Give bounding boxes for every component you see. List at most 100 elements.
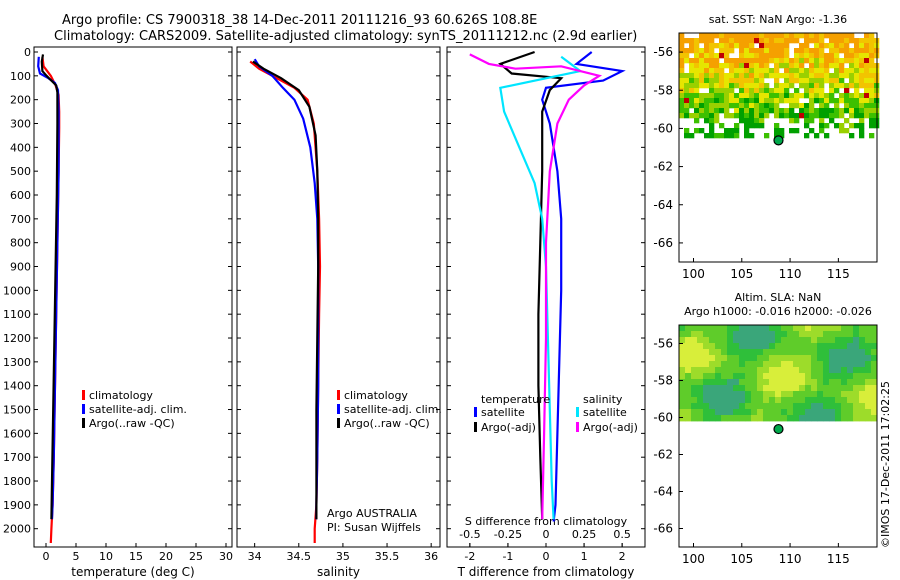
sst-cell (679, 58, 685, 64)
legend-swatch (576, 407, 579, 417)
sla-cell (847, 337, 854, 344)
sla-cell (787, 403, 794, 410)
sla-cell (733, 397, 740, 404)
sst-cell (809, 113, 815, 119)
sst-cell (784, 53, 790, 59)
sla-cell (721, 409, 728, 416)
x-tick-label: 36 (424, 550, 438, 563)
sst-cell (859, 38, 865, 44)
sst-cell (729, 68, 735, 74)
sst-cell (704, 48, 710, 54)
sst-cell (759, 58, 765, 64)
sst-cell (859, 108, 865, 114)
sst-cell (764, 108, 770, 114)
sst-cell (844, 38, 850, 44)
legend-label: climatology (89, 389, 153, 402)
x-tick-label: 110 (779, 267, 802, 281)
sla-cell (853, 379, 860, 386)
sla-cell (745, 379, 752, 386)
sst-cell (774, 38, 780, 44)
sst-cell (834, 108, 840, 114)
sst-cell (834, 48, 840, 54)
sst-cell (694, 98, 700, 104)
sst-cell (749, 43, 755, 49)
sla-cell (751, 379, 758, 386)
sst-cell (694, 68, 700, 74)
sst-cell (774, 93, 780, 99)
sst-cell (774, 123, 780, 129)
sst-cell (864, 83, 870, 89)
sst-cell (764, 103, 770, 109)
sla-cell (871, 355, 878, 362)
sla-cell (691, 397, 698, 404)
sst-cell (864, 88, 870, 94)
sla-cell (679, 361, 686, 368)
sla-cell (715, 349, 722, 356)
sla-cell (853, 325, 860, 332)
sst-cell (699, 63, 705, 69)
sst-cell (849, 38, 855, 44)
sst-cell (809, 58, 815, 64)
sst-cell (834, 43, 840, 49)
sla-cell (841, 343, 848, 350)
sst-cell (814, 133, 820, 139)
sst-cell (859, 43, 865, 49)
sst-cell (839, 48, 845, 54)
sst-cell (709, 98, 715, 104)
sla-cell (829, 337, 836, 344)
sla-cell (697, 325, 704, 332)
sla-cell (847, 361, 854, 368)
sst-cell (869, 48, 875, 54)
sst-cell (839, 93, 845, 99)
sst-cell (704, 63, 710, 69)
y-tick-label: 0 (24, 46, 31, 59)
y-tick-label: 400 (10, 141, 31, 154)
sst-cell (859, 68, 865, 74)
sst-cell (679, 108, 685, 114)
sst-cell (684, 53, 690, 59)
sst-cell (719, 123, 725, 129)
sst-cell (734, 128, 740, 134)
sla-cell (679, 385, 686, 392)
sst-cell (724, 113, 730, 119)
sst-cell (829, 48, 835, 54)
sla-cell (745, 331, 752, 338)
sla-cell (823, 409, 830, 416)
sla-cell (721, 379, 728, 386)
sla-cell (727, 325, 734, 332)
sla-cell (679, 409, 686, 416)
sst-cell (849, 58, 855, 64)
sla-cell (811, 391, 818, 398)
sst-cell (819, 83, 825, 89)
sst-cell (824, 33, 830, 39)
sst-cell (679, 113, 685, 119)
sst-cell (789, 83, 795, 89)
sla-cell (769, 361, 776, 368)
sla-cell (853, 385, 860, 392)
y-tick-label: -66 (653, 522, 673, 536)
sst-cell (694, 43, 700, 49)
sst-cell (784, 98, 790, 104)
map-title: sat. SST: NaN Argo: -1.36 (709, 13, 847, 26)
sst-cell (754, 93, 760, 99)
sst-cell (819, 68, 825, 74)
sst-cell (829, 83, 835, 89)
sst-cell (709, 128, 715, 134)
sst-cell (799, 113, 805, 119)
sst-cell (869, 33, 875, 39)
sst-cell (774, 58, 780, 64)
sst-cell (719, 78, 725, 84)
sla-cell (691, 379, 698, 386)
argo-position-marker (773, 135, 784, 146)
sst-cell (854, 43, 860, 49)
sla-cell (781, 379, 788, 386)
sst-cell (804, 118, 810, 124)
sla-cell (865, 373, 872, 380)
legend-swatch (337, 390, 340, 400)
sst-cell (744, 58, 750, 64)
sst-cell (784, 63, 790, 69)
sst-cell (809, 38, 815, 44)
sst-cell (759, 113, 765, 119)
sla-cell (793, 415, 800, 422)
sst-cell (694, 63, 700, 69)
